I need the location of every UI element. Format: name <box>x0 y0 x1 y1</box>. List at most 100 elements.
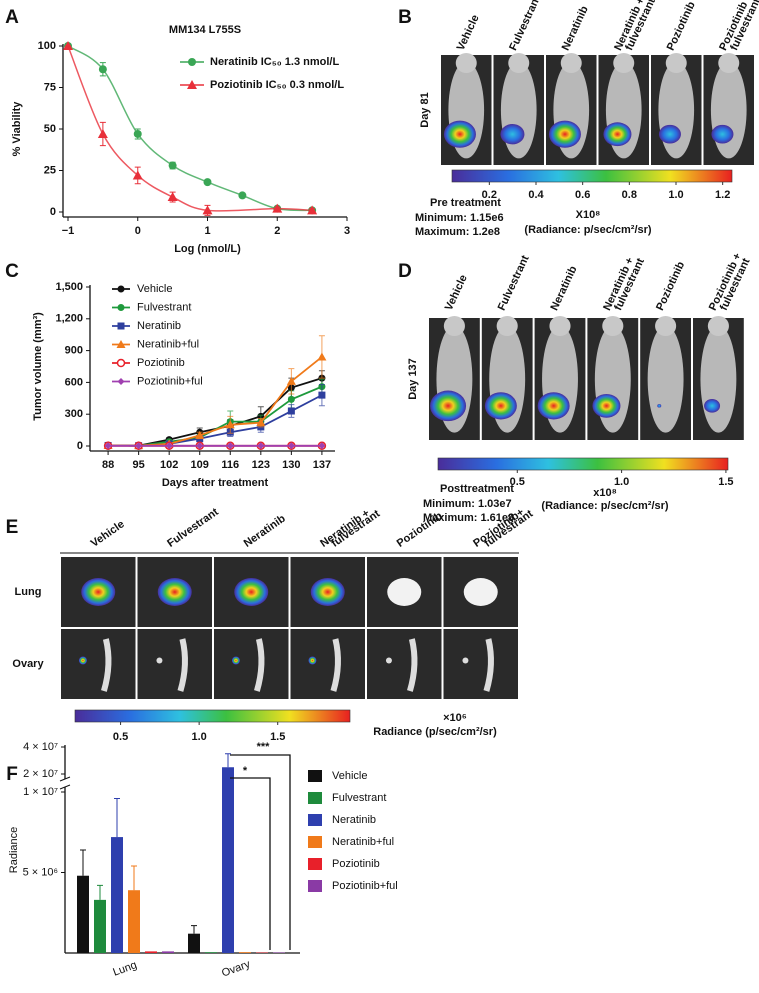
bar <box>94 899 106 953</box>
panel-letter: A <box>5 7 19 28</box>
note: Minimum: 1.03e7 <box>423 498 512 510</box>
legend-label: Vehicle <box>137 283 172 295</box>
marker <box>287 407 295 415</box>
column-label-text: Vehicle <box>89 518 127 550</box>
signal-dot <box>231 656 240 665</box>
legend-label: Neratinib+ful <box>332 836 394 848</box>
x-tick-label: 123 <box>252 459 270 471</box>
image-tile <box>367 629 442 699</box>
note: Posttreatment <box>440 483 514 495</box>
column-label-text: Fulvestrant <box>496 253 532 312</box>
colorbar <box>451 169 733 183</box>
column-label: Poziotinib <box>665 0 698 52</box>
y-tick-label: 1 × 10⁷ <box>23 786 58 798</box>
y-tick-label: 0 <box>77 440 83 452</box>
column-label-text: Poziotinib <box>665 0 698 52</box>
marker <box>307 205 318 215</box>
column-label: Poziotinib <box>654 260 687 313</box>
signal-blob <box>592 393 621 418</box>
significance-bracket <box>230 754 291 950</box>
organ <box>101 638 112 692</box>
image-tile <box>290 629 365 699</box>
column-label-text: Neratinib <box>242 513 288 550</box>
mouse-head <box>655 316 677 336</box>
image-tile <box>443 629 518 699</box>
mouse-head <box>602 316 624 336</box>
legend-label: Poziotinib <box>332 858 380 870</box>
legend-marker <box>117 322 125 330</box>
mouse-body <box>710 61 747 159</box>
marker <box>195 430 205 439</box>
colorbar-unit-label: (Radiance: p/sec/cm²/sr) <box>541 500 668 512</box>
marker <box>165 442 173 450</box>
image-tile <box>61 629 136 699</box>
signal-blob <box>711 124 734 144</box>
y-tick-label: 0 <box>50 206 56 218</box>
x-tick-label: Lung <box>111 959 138 979</box>
marker <box>63 41 73 50</box>
x-tick-label: 116 <box>221 459 239 471</box>
legend-label: Vehicle <box>332 770 367 782</box>
marker <box>135 442 143 450</box>
mouse-head <box>508 53 530 73</box>
legend-label: Neratinib <box>137 320 181 332</box>
mouse-head <box>718 53 740 73</box>
x-tick-label: 102 <box>160 459 178 471</box>
mouse-body <box>700 325 737 433</box>
mouse-body <box>500 61 537 159</box>
colorbar-tick-label: 1.0 <box>191 731 206 743</box>
signal-blob <box>430 390 467 422</box>
x-tick-label: 0 <box>135 225 141 237</box>
x-tick-label: 95 <box>133 459 145 471</box>
mouse-head <box>443 316 465 336</box>
y-tick-label: 600 <box>65 376 83 388</box>
signal-blob <box>603 122 632 147</box>
marker <box>318 391 326 399</box>
mouse-body <box>658 61 695 159</box>
legend-label: Poziotinib <box>137 357 185 369</box>
image-tile <box>214 629 289 699</box>
colorbar-tick-label: 1.0 <box>614 476 629 488</box>
signal-blob <box>484 392 517 420</box>
signal-blob <box>548 120 581 148</box>
legend-swatch <box>308 792 322 804</box>
marker <box>318 442 326 450</box>
row-label: Ovary <box>12 658 44 670</box>
mouse-head <box>549 316 571 336</box>
error-bar <box>131 865 137 891</box>
bar <box>77 875 89 953</box>
note: Maximum: 1.61e8 <box>423 512 514 524</box>
column-label: Neratinib <box>548 264 579 313</box>
marker <box>167 192 178 202</box>
panel-letter: B <box>398 7 412 28</box>
legend-label: Neratinib IC₅₀ 1.3 nmol/L <box>210 56 339 68</box>
column-label: Fulvestrant <box>507 0 543 52</box>
bar <box>239 952 251 953</box>
marker <box>225 420 235 429</box>
legend-label: Neratinib <box>332 814 376 826</box>
series-line <box>108 394 323 447</box>
x-axis-label: Log (nmol/L) <box>174 243 241 255</box>
x-tick-label: 109 <box>191 459 209 471</box>
x-axis-label: Days after treatment <box>162 477 269 489</box>
legend-label: Poziotinib+ful <box>137 375 203 387</box>
legend-marker <box>188 58 196 66</box>
organ <box>463 578 498 606</box>
signal-blob <box>443 120 476 148</box>
panel-letter: D <box>398 261 412 282</box>
chart-title: MM134 L755S <box>169 24 241 36</box>
bar <box>128 890 140 953</box>
marker <box>133 129 142 138</box>
column-label-text: Neratinib <box>560 4 591 53</box>
legend-marker <box>187 80 197 89</box>
row-label: Lung <box>15 586 42 598</box>
organ <box>483 638 494 692</box>
organ <box>310 578 345 606</box>
signal-blob <box>658 124 681 144</box>
colorbar <box>437 457 729 471</box>
bar <box>111 837 123 953</box>
error-bar <box>191 925 197 934</box>
marker <box>317 352 327 361</box>
legend-label: Poziotinib IC₅₀ 0.3 nmol/L <box>210 79 344 91</box>
column-label-text: Fulvestrant <box>165 506 221 550</box>
